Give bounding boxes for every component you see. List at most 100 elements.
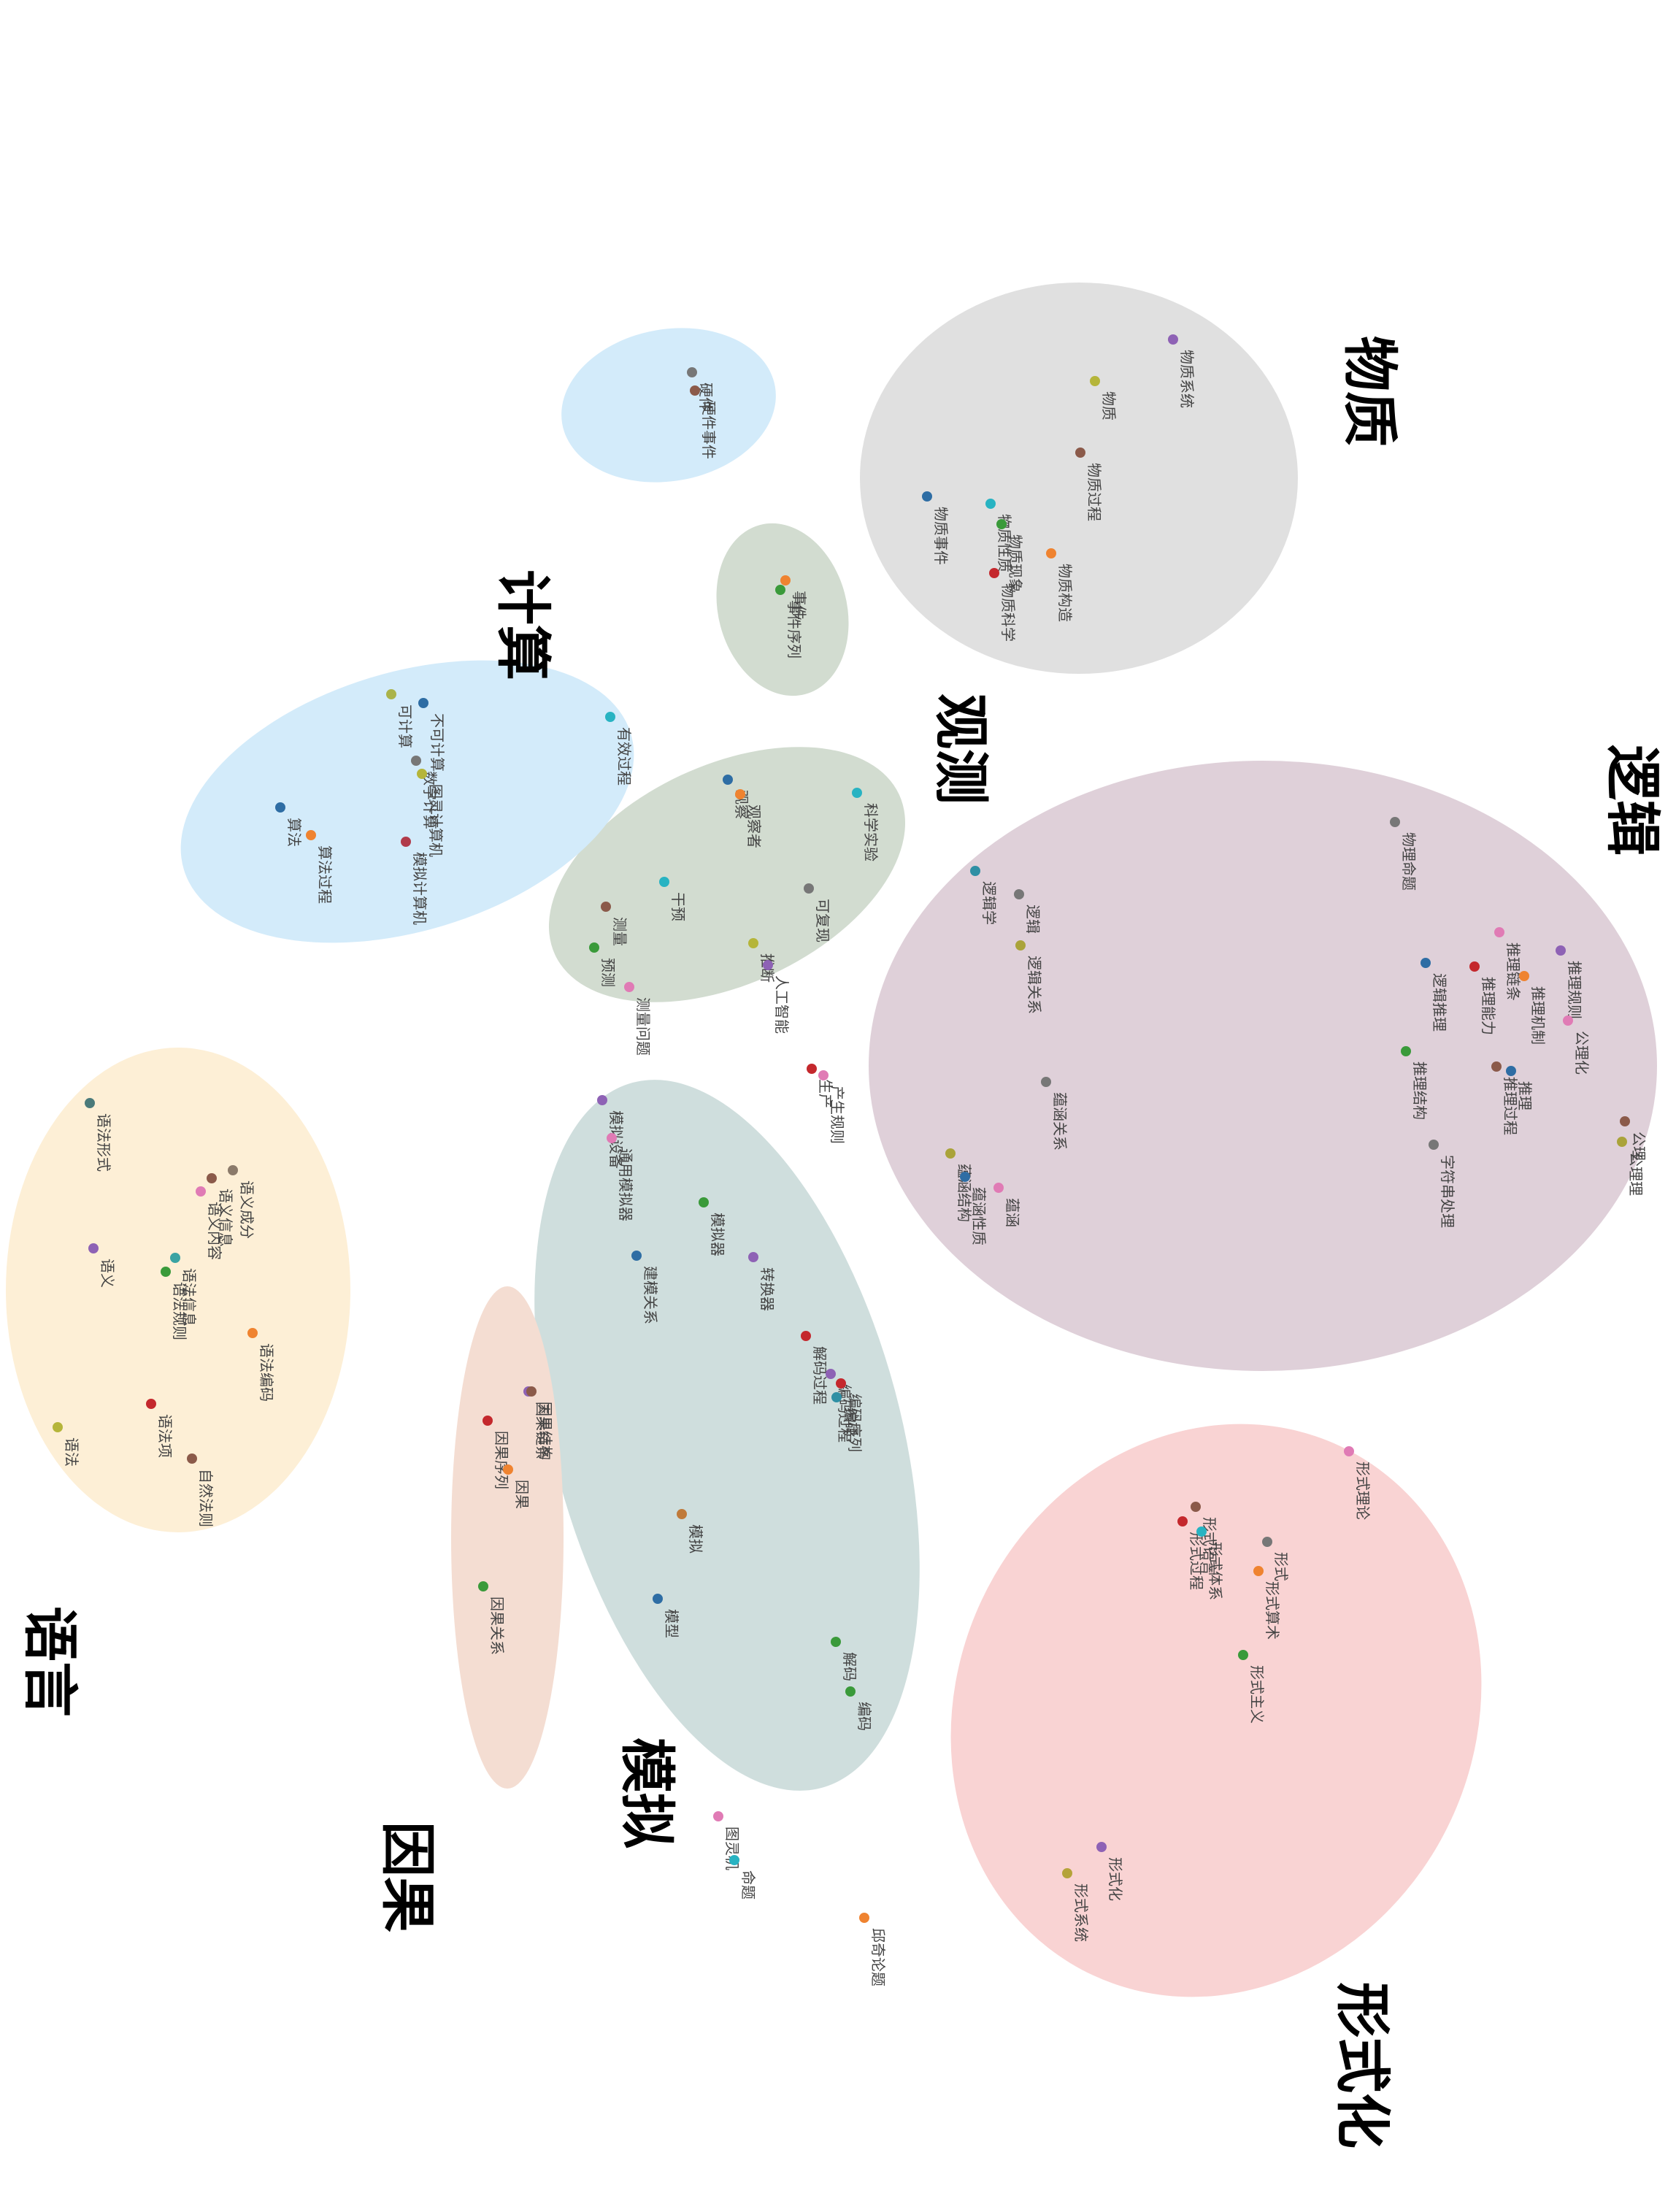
concept-dot [146,1399,156,1409]
concept-dot [763,960,773,970]
concept-dot [631,1251,642,1261]
concept-label: 因果序列 [493,1431,510,1489]
concept-point: 可复现 [804,883,831,942]
concept-point: 语法信息 [170,1253,198,1326]
concept-point: 物理命题 [1390,817,1418,891]
concept-dot [386,689,396,699]
concept-label: 命题 [739,1870,757,1900]
concept-label: 语义 [99,1259,116,1288]
concept-dot [601,902,611,912]
concept-label: 形式算术 [1264,1581,1281,1640]
concept-label: 公理化 [1573,1031,1591,1075]
concept-label: 模拟 [687,1524,704,1554]
cluster-ellipse-xingshihua [950,1424,1482,1997]
concept-dot [1519,971,1529,981]
cluster-ellipse-wuzhi [860,283,1298,674]
concept-dot [597,1095,607,1105]
concept-dot [1556,945,1566,956]
concept-dot [1196,1526,1207,1537]
concept-label: 逻辑 [1024,905,1042,934]
concept-label: 物质系统 [1178,350,1196,408]
concept-label: 推理 [1516,1081,1534,1110]
concept-label: 因果链条 [534,1402,551,1460]
concept-point: 语义成分 [228,1165,255,1239]
concept-label: 模型 [663,1609,680,1638]
concept-point: 建模关系 [631,1251,659,1324]
concept-point: 推理 [1506,1066,1534,1110]
concept-point: 观察者 [735,789,763,848]
concept-point: 因果链条 [523,1386,551,1460]
concept-label: 公理理 [1627,1152,1645,1196]
concept-point: 物质构造 [1046,548,1074,622]
concept-label: 预测 [599,958,617,987]
concept-dot [775,585,785,595]
concept-label: 编码 [842,1408,859,1437]
concept-dot [589,942,599,953]
concept-point: 命题 [729,1855,757,1900]
concept-label: 蕴涵性质 [970,1187,988,1245]
concept-point: 形式过程 [1177,1516,1205,1590]
cluster-label-yinguo: 因果 [375,1821,440,1932]
concept-dot [690,385,700,396]
concept-dot [624,982,634,992]
concept-dot [996,519,1007,529]
concept-dot [503,1464,513,1475]
concept-dot [1421,958,1431,968]
concept-dot [845,1686,856,1697]
concept-point: 公理理 [1617,1137,1645,1196]
concept-point: 科学实验 [852,788,880,861]
concept-point: 推理规则 [1556,945,1583,1019]
concept-dot [945,1148,956,1159]
concept-label: 物质构造 [1056,564,1074,622]
concept-dot [831,1392,842,1402]
concept-label: 事件序列 [785,600,803,658]
concept-dot [729,1855,739,1865]
concept-point: 人工智能 [763,960,791,1034]
concept-dot [780,575,791,585]
concept-point: 事件序列 [775,585,803,658]
concept-label: 推理规则 [1566,961,1583,1019]
concept-point: 蕴涵性质 [960,1172,988,1245]
concept-label: 因果结构 [537,1402,554,1460]
concept-label: 干预 [669,892,687,921]
concept-dot [306,830,316,840]
concept-point: 推理机制 [1519,971,1547,1045]
cluster-label-xingshihua: 形式化 [1330,1982,1395,2148]
concept-point: 语义内容 [196,1186,223,1260]
concept-label: 形式化 [1107,1857,1124,1901]
concept-point: 语法项 [146,1399,174,1458]
concept-label: 推理过程 [1502,1077,1519,1135]
concept-label: 物质过程 [1085,463,1103,521]
concept-label: 因果 [513,1480,531,1509]
concept-dot [1469,961,1480,972]
concept-dot [161,1267,171,1277]
concept-label: 建模关系 [642,1266,659,1324]
concept-dot [989,568,999,578]
concept-point: 语法编码 [247,1328,275,1402]
concept-label: 推理链条 [1504,942,1522,1001]
concept-label: 邱奇论题 [869,1928,887,1986]
concept-dot [653,1594,663,1604]
concept-dot [170,1253,180,1263]
concept-label: 解码 [841,1652,858,1681]
concept-dot [1090,376,1100,386]
concept-label: 语法 [63,1437,80,1467]
concept-dot [852,788,862,798]
concept-dot [418,698,428,708]
concept-point: 模拟计算机 [401,837,428,925]
concept-point: 编码序列 [836,1378,864,1452]
concept-point: 物质科学 [989,568,1017,642]
concept-dot [1191,1502,1201,1512]
concept-dot [922,491,932,502]
concept-point: 语法规则 [161,1267,188,1340]
concept-dot [478,1581,488,1591]
concept-dot [960,1172,970,1182]
cluster-ellipse-guance-secondary [548,747,906,1002]
concept-dot [1429,1140,1439,1150]
concept-label: 测量 [611,917,628,946]
concept-dot [1062,1868,1072,1878]
concept-point: 推理结构 [1401,1046,1429,1120]
cluster-label-moni: 模拟 [615,1737,680,1848]
concept-dot [831,1637,841,1647]
